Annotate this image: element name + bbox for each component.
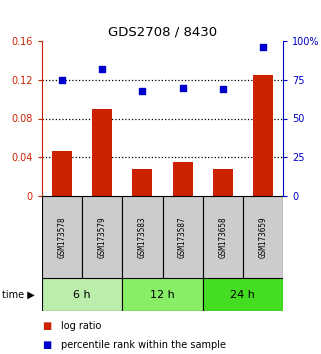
Text: GSM173578: GSM173578 [57,216,66,258]
Text: 12 h: 12 h [150,290,175,299]
Bar [173,162,193,196]
Bar [42,196,82,278]
Title: GDS2708 / 8430: GDS2708 / 8430 [108,25,217,39]
Bar [162,196,203,278]
Bar [42,278,122,311]
Text: percentile rank within the sample: percentile rank within the sample [61,340,226,350]
Bar [203,278,283,311]
Text: GSM173659: GSM173659 [258,216,267,258]
Bar [92,109,112,196]
Text: GSM173658: GSM173658 [218,216,227,258]
Text: time ▶: time ▶ [2,290,35,299]
Text: GSM173579: GSM173579 [98,216,107,258]
Text: ■: ■ [42,340,51,350]
Bar [122,196,162,278]
Bar [213,169,233,196]
Point [100,66,105,72]
Point [140,88,145,93]
Text: GSM173583: GSM173583 [138,216,147,258]
Text: 24 h: 24 h [230,290,255,299]
Bar [132,169,152,196]
Bar [82,196,122,278]
Text: ■: ■ [42,321,51,331]
Point [260,44,265,50]
Bar [203,196,243,278]
Bar [52,152,72,196]
Point [180,85,185,90]
Point [220,86,225,92]
Bar [253,75,273,196]
Bar [243,196,283,278]
Text: GSM173587: GSM173587 [178,216,187,258]
Text: 6 h: 6 h [74,290,91,299]
Bar [122,278,203,311]
Text: log ratio: log ratio [61,321,102,331]
Point [59,77,65,82]
